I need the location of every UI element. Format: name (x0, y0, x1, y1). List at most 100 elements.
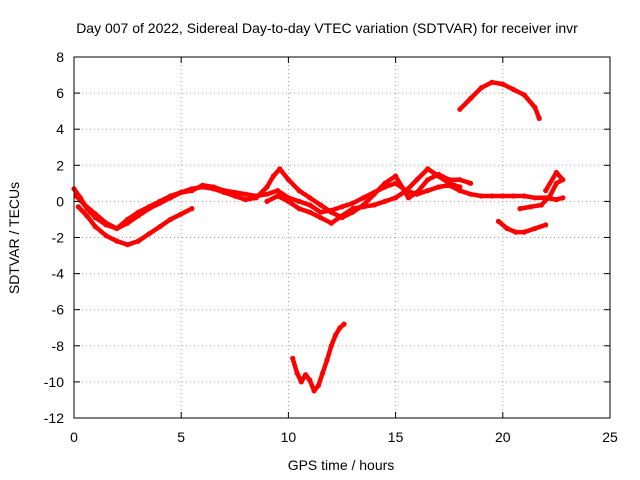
data-point (457, 177, 463, 183)
data-point (468, 191, 474, 197)
data-point (275, 193, 281, 199)
data-point (296, 198, 302, 204)
data-point (157, 224, 163, 230)
data-point (221, 189, 227, 195)
data-point (264, 184, 270, 190)
data-point (399, 184, 405, 190)
y-tick-label: 0 (56, 193, 64, 209)
data-point (500, 193, 506, 199)
data-point (125, 242, 131, 248)
x-tick-label: 15 (388, 429, 404, 445)
data-point (371, 191, 377, 197)
data-point (264, 191, 270, 197)
data-point (478, 85, 484, 91)
data-point (125, 216, 131, 222)
data-point (521, 193, 527, 199)
data-point (446, 180, 452, 186)
data-point (285, 198, 291, 204)
data-point (296, 206, 302, 212)
data-point (489, 79, 495, 85)
data-point (307, 377, 313, 383)
data-point (560, 195, 566, 201)
data-point (178, 189, 184, 195)
data-point (318, 202, 324, 208)
data-point (547, 193, 553, 199)
data-point (403, 188, 409, 194)
data-point (84, 213, 90, 219)
data-point (371, 202, 377, 208)
data-point (532, 225, 538, 232)
data-point (513, 229, 519, 235)
data-point (382, 180, 388, 186)
data-point (318, 215, 324, 221)
grid-lines (74, 57, 610, 418)
data-point (114, 225, 120, 232)
data-point (275, 188, 281, 194)
data-point (510, 86, 517, 93)
data-point (333, 332, 339, 338)
data-point (92, 224, 98, 230)
data-point (270, 173, 276, 179)
data-point (500, 81, 506, 87)
data-point (135, 238, 141, 244)
data-point (328, 209, 334, 215)
data-point (521, 92, 527, 98)
x-axis-label: GPS time / hours (288, 457, 395, 473)
x-tick-label: 0 (70, 429, 78, 445)
data-point (242, 197, 249, 203)
data-point (393, 195, 399, 201)
y-tick-label: 2 (56, 157, 64, 173)
data-point (457, 106, 463, 112)
data-point (146, 231, 152, 237)
data-point (543, 188, 549, 194)
data-point (318, 209, 324, 215)
data-point (92, 211, 98, 217)
data-point (178, 211, 184, 217)
data-point (290, 355, 296, 361)
data-traces (71, 79, 566, 394)
data-point (543, 222, 549, 228)
data-point (536, 115, 542, 121)
data-point (135, 209, 141, 215)
y-tick-label: 4 (56, 121, 64, 137)
data-point (560, 177, 566, 183)
y-tick-label: 8 (56, 49, 64, 65)
data-point (320, 370, 326, 376)
data-point (360, 195, 366, 201)
y-tick-label: -12 (44, 410, 64, 426)
data-point (425, 166, 431, 172)
data-point (341, 321, 347, 327)
x-tick-label: 10 (281, 429, 297, 445)
data-point (532, 195, 538, 201)
data-point (73, 193, 79, 199)
y-tick-label: -6 (52, 302, 65, 318)
axis-ticks (73, 56, 611, 419)
data-point (103, 233, 109, 239)
x-tick-label: 5 (177, 429, 185, 445)
data-point (157, 198, 163, 204)
data-point (294, 370, 300, 376)
data-point (510, 193, 517, 199)
data-point (146, 204, 152, 210)
y-tick-label: -2 (52, 230, 65, 246)
data-point (495, 218, 502, 224)
x-tick-label: 25 (602, 429, 618, 445)
data-point (311, 388, 317, 394)
data-point (337, 325, 343, 331)
data-point (350, 206, 356, 212)
data-point (200, 184, 206, 190)
data-point (468, 95, 474, 102)
data-point (504, 225, 510, 232)
data-point (324, 357, 330, 363)
data-point (307, 202, 313, 208)
data-point (489, 193, 495, 199)
y-tick-label: -10 (44, 374, 64, 390)
data-point (189, 186, 195, 192)
data-point (528, 204, 534, 210)
data-point (328, 220, 334, 226)
data-point (232, 193, 238, 199)
data-point (425, 188, 431, 194)
y-tick-label: 6 (56, 85, 64, 101)
data-point (382, 198, 388, 204)
data-point (360, 204, 366, 210)
